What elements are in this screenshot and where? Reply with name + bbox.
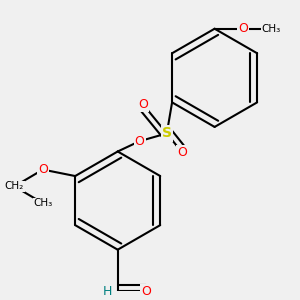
Text: H: H (103, 285, 112, 298)
Text: O: O (38, 163, 48, 176)
Text: O: O (238, 22, 248, 35)
Text: CH₂: CH₂ (5, 182, 24, 191)
Text: CH₃: CH₃ (33, 198, 52, 208)
Text: O: O (139, 98, 148, 112)
Text: O: O (177, 146, 187, 159)
Text: O: O (141, 285, 151, 298)
Text: S: S (162, 126, 172, 140)
Text: CH₃: CH₃ (262, 24, 281, 34)
Text: O: O (135, 135, 145, 148)
